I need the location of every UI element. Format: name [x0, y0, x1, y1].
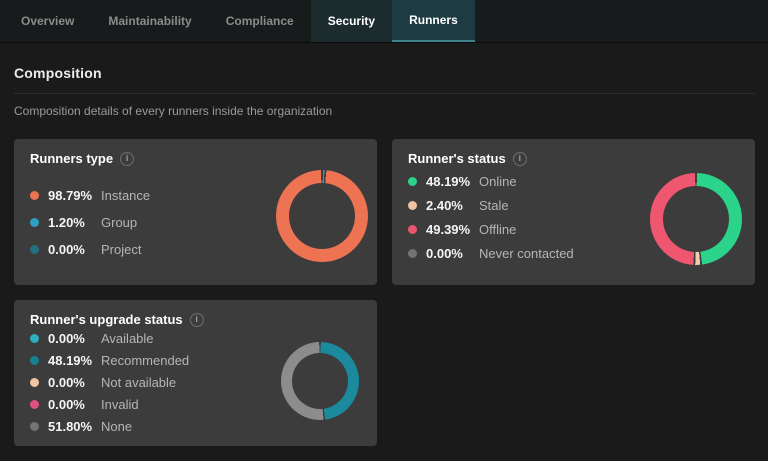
legend-dot — [30, 400, 39, 409]
tab-runners[interactable]: Runners — [392, 0, 475, 42]
legend: 48.19% Online 2.40% Stale 49.39% Offline… — [408, 174, 739, 261]
cards-grid: Runners type i 98.79% Instance 1.20% Gro… — [14, 139, 755, 446]
legend-item: 0.00% Available — [30, 331, 361, 346]
legend: 98.79% Instance 1.20% Group 0.00% Projec… — [30, 188, 361, 257]
legend-label: Available — [101, 331, 154, 346]
card-runner-upgrade-status: Runner's upgrade status i 0.00% Availabl… — [14, 300, 377, 446]
tab-compliance[interactable]: Compliance — [225, 14, 294, 28]
legend: 0.00% Available 48.19% Recommended 0.00%… — [30, 331, 361, 434]
runner-upgrade-status-donut-chart — [281, 342, 359, 420]
legend-percent: 48.19% — [48, 353, 93, 368]
legend-percent: 0.00% — [48, 242, 85, 257]
tab-overview[interactable]: Overview — [21, 14, 75, 28]
legend-percent: 2.40% — [426, 198, 463, 213]
legend-label: Online — [479, 174, 517, 189]
legend-percent: 0.00% — [426, 246, 463, 261]
legend-item: 48.19% Online — [408, 174, 739, 189]
runner-status-donut-chart — [650, 173, 742, 265]
runners-type-donut-chart — [276, 170, 368, 262]
legend-dot — [30, 356, 39, 365]
legend-dot — [30, 334, 39, 343]
legend-label: None — [101, 419, 133, 434]
legend-dot — [408, 225, 417, 234]
legend-percent: 51.80% — [48, 419, 93, 434]
legend-label: Not available — [101, 375, 177, 390]
page-title: Composition — [14, 65, 102, 81]
legend-label: Stale — [479, 198, 509, 213]
legend-dot — [30, 218, 39, 227]
legend-dot — [408, 201, 417, 210]
card-title: Runner's upgrade status — [30, 312, 183, 327]
legend-label: Project — [101, 242, 142, 257]
tab-security[interactable]: Security — [310, 0, 393, 42]
legend-dot — [408, 177, 417, 186]
legend-item: 2.40% Stale — [408, 198, 739, 213]
section-divider — [14, 93, 755, 94]
tab-bar: Overview Maintainability Compliance Secu… — [0, 0, 768, 43]
legend-item: 48.19% Recommended — [30, 353, 361, 368]
legend-label: Recommended — [101, 353, 190, 368]
legend-item: 0.00% Never contacted — [408, 246, 739, 261]
card-title: Runner's status — [408, 151, 506, 166]
legend-item: 1.20% Group — [30, 215, 361, 230]
legend-dot — [30, 378, 39, 387]
legend-label: Never contacted — [479, 246, 574, 261]
legend-percent: 0.00% — [48, 331, 85, 346]
info-icon[interactable]: i — [512, 151, 527, 166]
legend-label: Group — [101, 215, 138, 230]
card-runners-type: Runners type i 98.79% Instance 1.20% Gro… — [14, 139, 377, 285]
legend-dot — [30, 245, 39, 254]
legend-percent: 0.00% — [48, 397, 85, 412]
legend-item: 0.00% Invalid — [30, 397, 361, 412]
legend-item: 98.79% Instance — [30, 188, 361, 203]
card-title: Runners type — [30, 151, 114, 166]
legend-item: 0.00% Project — [30, 242, 361, 257]
legend-percent: 1.20% — [48, 215, 85, 230]
legend-label: Invalid — [101, 397, 139, 412]
info-icon[interactable]: i — [120, 151, 135, 166]
legend-percent: 48.19% — [426, 174, 471, 189]
section-subtitle: Composition details of every runners ins… — [14, 104, 333, 118]
legend-dot — [408, 249, 417, 258]
card-runner-status: Runner's status i 48.19% Online 2.40% St… — [392, 139, 755, 285]
legend-dot — [30, 191, 39, 200]
legend-dot — [30, 422, 39, 431]
legend-item: 0.00% Not available — [30, 375, 361, 390]
content-area: Composition Composition details of every… — [0, 43, 768, 446]
legend-item: 51.80% None — [30, 419, 361, 434]
legend-percent: 0.00% — [48, 375, 85, 390]
legend-label: Instance — [101, 188, 151, 203]
legend-label: Offline — [479, 222, 517, 237]
legend-percent: 49.39% — [426, 222, 471, 237]
legend-percent: 98.79% — [48, 188, 93, 203]
legend-item: 49.39% Offline — [408, 222, 739, 237]
tab-maintainability[interactable]: Maintainability — [108, 14, 192, 28]
info-icon[interactable]: i — [189, 312, 204, 327]
